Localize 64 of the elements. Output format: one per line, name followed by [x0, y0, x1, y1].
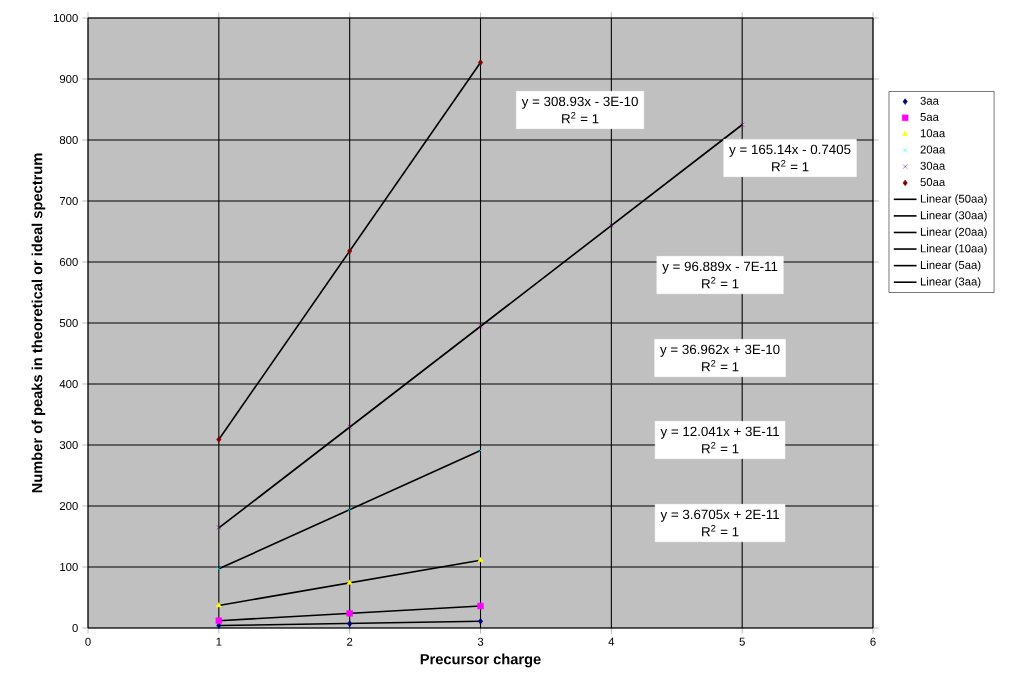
point: [346, 610, 353, 617]
point: [347, 507, 353, 512]
legend-label: Linear (3aa): [920, 277, 981, 288]
annotation: y = 165.14x - 0.7405: [729, 144, 851, 157]
point: [347, 424, 353, 430]
y-tick-label: 400: [59, 380, 78, 388]
annotation: R$^{2}$ = 1: [702, 359, 739, 372]
legend-label: 30aa: [920, 161, 946, 170]
point: [215, 617, 223, 624]
point: [347, 620, 353, 627]
point: [609, 223, 614, 228]
point: [216, 602, 222, 608]
legend-label: Linear (20aa): [920, 227, 987, 239]
y-tick-label: 800: [59, 135, 78, 144]
point: [478, 59, 483, 66]
annotation: y = 3.6705x + 2E-11: [660, 509, 779, 522]
point: [216, 622, 222, 629]
point: [216, 566, 222, 572]
x-tick-label: 5: [739, 637, 745, 646]
legend-label: 20aa: [920, 145, 946, 154]
point: [477, 557, 484, 563]
annotation: R$^{2}$ = 1: [702, 524, 739, 537]
x-tick-label: 3: [477, 637, 484, 646]
y-tick-label: 700: [59, 196, 78, 205]
annotation: y = 96.889x - 7E-11: [662, 261, 778, 274]
legend-label: 10aa: [920, 129, 946, 138]
annotation: R$^{2}$ = 1: [702, 276, 739, 289]
annotation: y = 12.041x + 3E-11: [660, 426, 779, 439]
point: [477, 602, 484, 610]
x-tick-label: 1: [216, 637, 222, 646]
point: [346, 579, 353, 585]
x-tick-label: 0: [85, 637, 91, 646]
annotation: y = 308.93x - 3E-10: [521, 96, 638, 109]
point: [478, 448, 483, 453]
annotation: R$^{2}$ = 1: [562, 111, 599, 124]
point: [347, 247, 353, 255]
x-tick-label: 2: [347, 637, 353, 646]
point: [739, 122, 745, 128]
y-tick-label: 300: [59, 441, 78, 449]
annotation: R$^{2}$ = 1: [772, 159, 809, 172]
x-axis-title: Precursor charge: [420, 653, 541, 668]
point: [216, 525, 222, 530]
y-tick-label: 200: [59, 502, 78, 511]
y-tick-label: 1000: [53, 13, 78, 22]
y-tick-label: 0: [72, 624, 78, 633]
y-tick-label: 500: [59, 318, 78, 327]
legend-label: 3aa: [920, 96, 939, 105]
annotation: y = 36.962x + 3E-10: [660, 344, 780, 357]
y-tick-label: 100: [60, 563, 78, 572]
x-tick-label: 6: [870, 637, 876, 646]
y-tick-label: 900: [59, 74, 78, 83]
point: [216, 436, 222, 443]
legend-label: 50aa: [920, 178, 946, 187]
legend-label: Linear (30aa): [920, 210, 987, 222]
point: [478, 618, 483, 625]
annotation: R$^{2}$ = 1: [702, 441, 739, 454]
legend-label: Linear (50aa): [920, 194, 987, 205]
point: [478, 323, 483, 329]
legend-label: Linear (10aa): [920, 244, 987, 255]
legend-label: 5aa: [920, 113, 939, 121]
y-tick-label: 600: [59, 257, 78, 266]
x-tick-label: 4: [608, 637, 615, 646]
y-axis-title: Number of peaks in theoretical or ideal spectrum: [31, 153, 46, 493]
legend-label: Linear (5aa): [920, 260, 981, 272]
